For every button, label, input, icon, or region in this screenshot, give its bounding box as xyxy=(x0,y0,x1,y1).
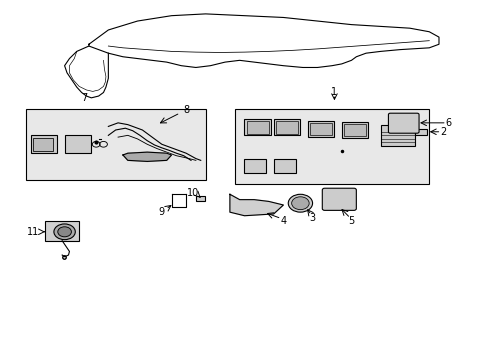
Bar xyxy=(273,158,295,173)
Bar xyxy=(339,197,351,202)
FancyBboxPatch shape xyxy=(387,113,418,133)
Circle shape xyxy=(291,197,308,210)
Text: 1: 1 xyxy=(331,87,337,98)
Text: 4: 4 xyxy=(280,216,286,226)
Bar xyxy=(325,197,337,202)
Polygon shape xyxy=(26,109,205,180)
Text: 8: 8 xyxy=(183,105,189,115)
Bar xyxy=(244,158,266,173)
Polygon shape xyxy=(234,109,428,184)
Polygon shape xyxy=(229,194,283,216)
Bar xyxy=(246,121,268,134)
Text: 3: 3 xyxy=(309,212,315,222)
Bar xyxy=(341,122,368,138)
Text: 10: 10 xyxy=(187,188,199,198)
Bar xyxy=(403,125,412,131)
Bar xyxy=(380,125,414,146)
Text: 6: 6 xyxy=(445,118,451,128)
Bar xyxy=(45,221,79,241)
Bar xyxy=(30,135,57,153)
Bar xyxy=(391,125,401,131)
Bar xyxy=(244,119,271,135)
Bar xyxy=(64,135,91,153)
Text: 5: 5 xyxy=(347,216,354,226)
Bar xyxy=(339,203,351,207)
Text: 2: 2 xyxy=(440,127,446,137)
Bar xyxy=(307,121,334,137)
Bar xyxy=(344,123,366,136)
Circle shape xyxy=(54,224,75,240)
Circle shape xyxy=(287,194,312,212)
Text: 11: 11 xyxy=(27,227,39,237)
Bar xyxy=(309,123,331,135)
Bar xyxy=(196,196,204,202)
Bar xyxy=(273,119,300,135)
Bar xyxy=(325,203,337,207)
Circle shape xyxy=(58,227,71,237)
Bar xyxy=(339,192,351,196)
Bar xyxy=(276,121,297,134)
Text: 9: 9 xyxy=(159,207,164,217)
Bar xyxy=(33,138,53,152)
Bar xyxy=(403,118,412,123)
FancyBboxPatch shape xyxy=(322,188,356,210)
Bar xyxy=(391,118,401,123)
Bar xyxy=(414,129,426,135)
Text: 7: 7 xyxy=(81,93,87,103)
Bar xyxy=(325,192,337,196)
Polygon shape xyxy=(122,152,171,161)
